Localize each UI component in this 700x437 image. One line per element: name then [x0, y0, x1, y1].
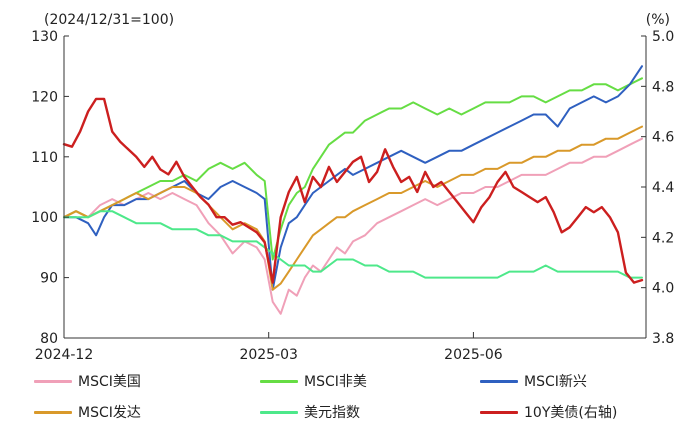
legend-item-msci-em: MSCI新兴 — [480, 370, 587, 392]
left-tick-label: 100 — [31, 210, 58, 226]
legend-label: MSCI非美 — [304, 374, 367, 390]
series-line — [63, 125, 643, 291]
x-tick-label: 2024-12 — [35, 347, 94, 363]
series-line — [63, 137, 643, 315]
legend-item-msci-us: MSCI美国 — [34, 370, 141, 392]
series-line — [63, 77, 643, 261]
legend-item-msci-non-us: MSCI非美 — [260, 370, 367, 392]
legend: MSCI美国 MSCI非美 MSCI新兴 MSCI发达 美元指数 10Y美债(右… — [34, 368, 700, 428]
legend-swatch — [260, 410, 298, 414]
left-tick-label: 120 — [31, 89, 58, 105]
left-tick-label: 80 — [40, 331, 58, 347]
x-tick-label: 2025-06 — [444, 347, 503, 363]
legend-label: MSCI新兴 — [524, 374, 587, 390]
x-tick-label: 2025-03 — [239, 347, 298, 363]
series-line — [62, 97, 644, 284]
left-axis-label: (2024/12/31=100) — [44, 12, 174, 28]
left-tick-label: 90 — [40, 271, 58, 287]
right-tick-label: 4.8 — [652, 79, 674, 95]
series-line — [63, 65, 643, 291]
legend-swatch — [480, 410, 518, 414]
legend-item-msci-dm: MSCI发达 — [34, 401, 141, 423]
right-tick-label: 4.4 — [652, 180, 674, 196]
legend-label: MSCI美国 — [78, 374, 141, 390]
right-tick-label: 3.8 — [652, 331, 674, 347]
legend-swatch — [34, 379, 72, 383]
legend-label: 美元指数 — [304, 405, 360, 421]
right-tick-label: 4.2 — [652, 230, 674, 246]
legend-swatch — [260, 379, 298, 383]
right-tick-label: 5.0 — [652, 29, 674, 45]
legend-item-dxy: 美元指数 — [260, 401, 360, 423]
right-tick-label: 4.0 — [652, 281, 674, 297]
right-axis-label: (%) — [646, 12, 670, 28]
legend-item-10y-ust: 10Y美债(右轴) — [480, 401, 617, 423]
left-tick-label: 110 — [31, 150, 58, 166]
axes: 80 90 100 110 120 130 3.8 4.0 4.2 4.4 4.6 4.8 5.0 202… — [31, 29, 674, 363]
legend-swatch — [480, 379, 518, 383]
left-tick-label: 130 — [31, 29, 58, 45]
right-tick-label: 4.6 — [652, 130, 674, 146]
legend-label: MSCI发达 — [78, 405, 141, 421]
series-lines — [62, 65, 644, 315]
legend-swatch — [34, 410, 72, 414]
legend-label: 10Y美债(右轴) — [524, 405, 618, 421]
series-line — [63, 210, 643, 279]
